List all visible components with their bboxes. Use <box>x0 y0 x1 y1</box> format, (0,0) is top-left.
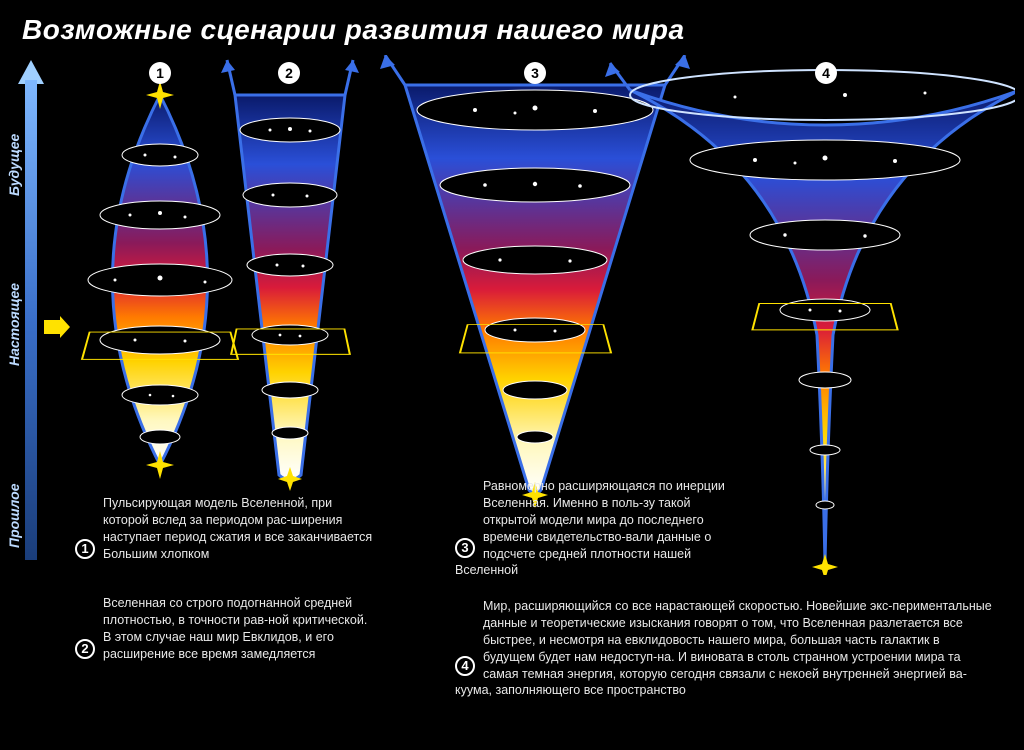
caption-text-1: Пульсирующая модель Вселенной, при котор… <box>75 495 375 563</box>
caption-text-2: Вселенная со строго подогнанной средней … <box>75 595 375 663</box>
scenario-1-shape <box>88 81 232 479</box>
time-label-past: Прошлое <box>6 484 22 548</box>
time-label-future: Будущее <box>6 134 22 196</box>
scenario-badge-3: 3 <box>524 62 546 84</box>
present-marker-3 <box>459 324 612 353</box>
caption-2: 2 Вселенная со строго подогнанной средне… <box>75 595 375 663</box>
arrow-body <box>25 80 37 560</box>
caption-text-4: Мир, расширяющийся со все нарастающей ск… <box>455 598 995 699</box>
caption-4: 4 Мир, расширяющийся со все нарастающей … <box>455 598 995 699</box>
caption-num-1: 1 <box>75 539 95 559</box>
present-marker-1 <box>81 332 239 360</box>
diagram-area <box>55 55 1015 545</box>
scenario-badge-1: 1 <box>149 62 171 84</box>
present-marker-4 <box>751 303 899 330</box>
page-title: Возможные сценарии развития нашего мира <box>0 0 1024 46</box>
present-marker-2 <box>230 328 351 354</box>
time-axis <box>22 60 40 560</box>
time-label-present: Настоящее <box>6 283 22 366</box>
scenario-3-shape <box>380 55 690 508</box>
caption-num-2: 2 <box>75 639 95 659</box>
caption-3: 3 Равномерно расширяющаяся по инерции Вс… <box>455 478 740 579</box>
scenario-badge-2: 2 <box>278 62 300 84</box>
scenario-2-shape <box>221 60 359 491</box>
caption-text-3: Равномерно расширяющаяся по инерции Всел… <box>455 478 740 579</box>
caption-num-3: 3 <box>455 538 475 558</box>
caption-num-4: 4 <box>455 656 475 676</box>
caption-1: 1 Пульсирующая модель Вселенной, при кот… <box>75 495 375 563</box>
scenario-badge-4: 4 <box>815 62 837 84</box>
